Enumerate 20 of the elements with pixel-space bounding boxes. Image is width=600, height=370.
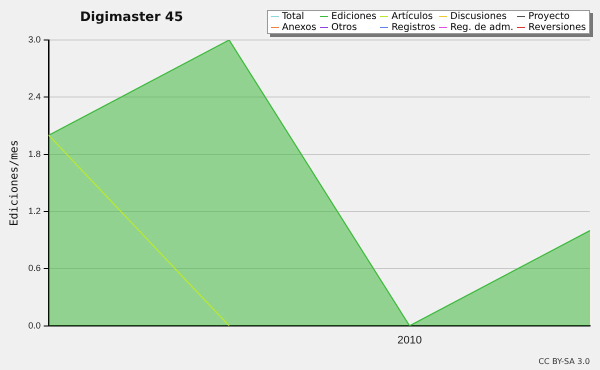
legend-label: Anexos bbox=[282, 22, 316, 33]
legend-label: Discusiones bbox=[450, 11, 507, 22]
y-tick-label: 1.2 bbox=[28, 206, 41, 216]
legend-label: Proyecto bbox=[528, 11, 570, 22]
y-tick-label: 0.0 bbox=[28, 320, 41, 330]
y-tick-label: 3.0 bbox=[28, 34, 41, 44]
legend-label: Reg. de adm. bbox=[450, 22, 514, 33]
legend-label: Reversiones bbox=[528, 22, 586, 33]
y-tick-label: 2.4 bbox=[28, 92, 41, 102]
y-tick-label: 1.8 bbox=[28, 148, 41, 159]
chart-title: Digimaster 45 bbox=[80, 10, 184, 25]
legend-label: Ediciones bbox=[331, 11, 376, 22]
legend-label: Artículos bbox=[391, 11, 433, 22]
legend-label: Otros bbox=[331, 22, 357, 33]
legend-label: Total bbox=[282, 11, 304, 22]
legend-label: Registros bbox=[391, 22, 436, 33]
y-tick-label: 0.6 bbox=[28, 263, 41, 274]
text: CC BY-SA 3.0 bbox=[538, 357, 590, 366]
y-axis-title: Ediciones/mes bbox=[7, 140, 20, 226]
x-tick-label: 2010 bbox=[397, 334, 422, 346]
